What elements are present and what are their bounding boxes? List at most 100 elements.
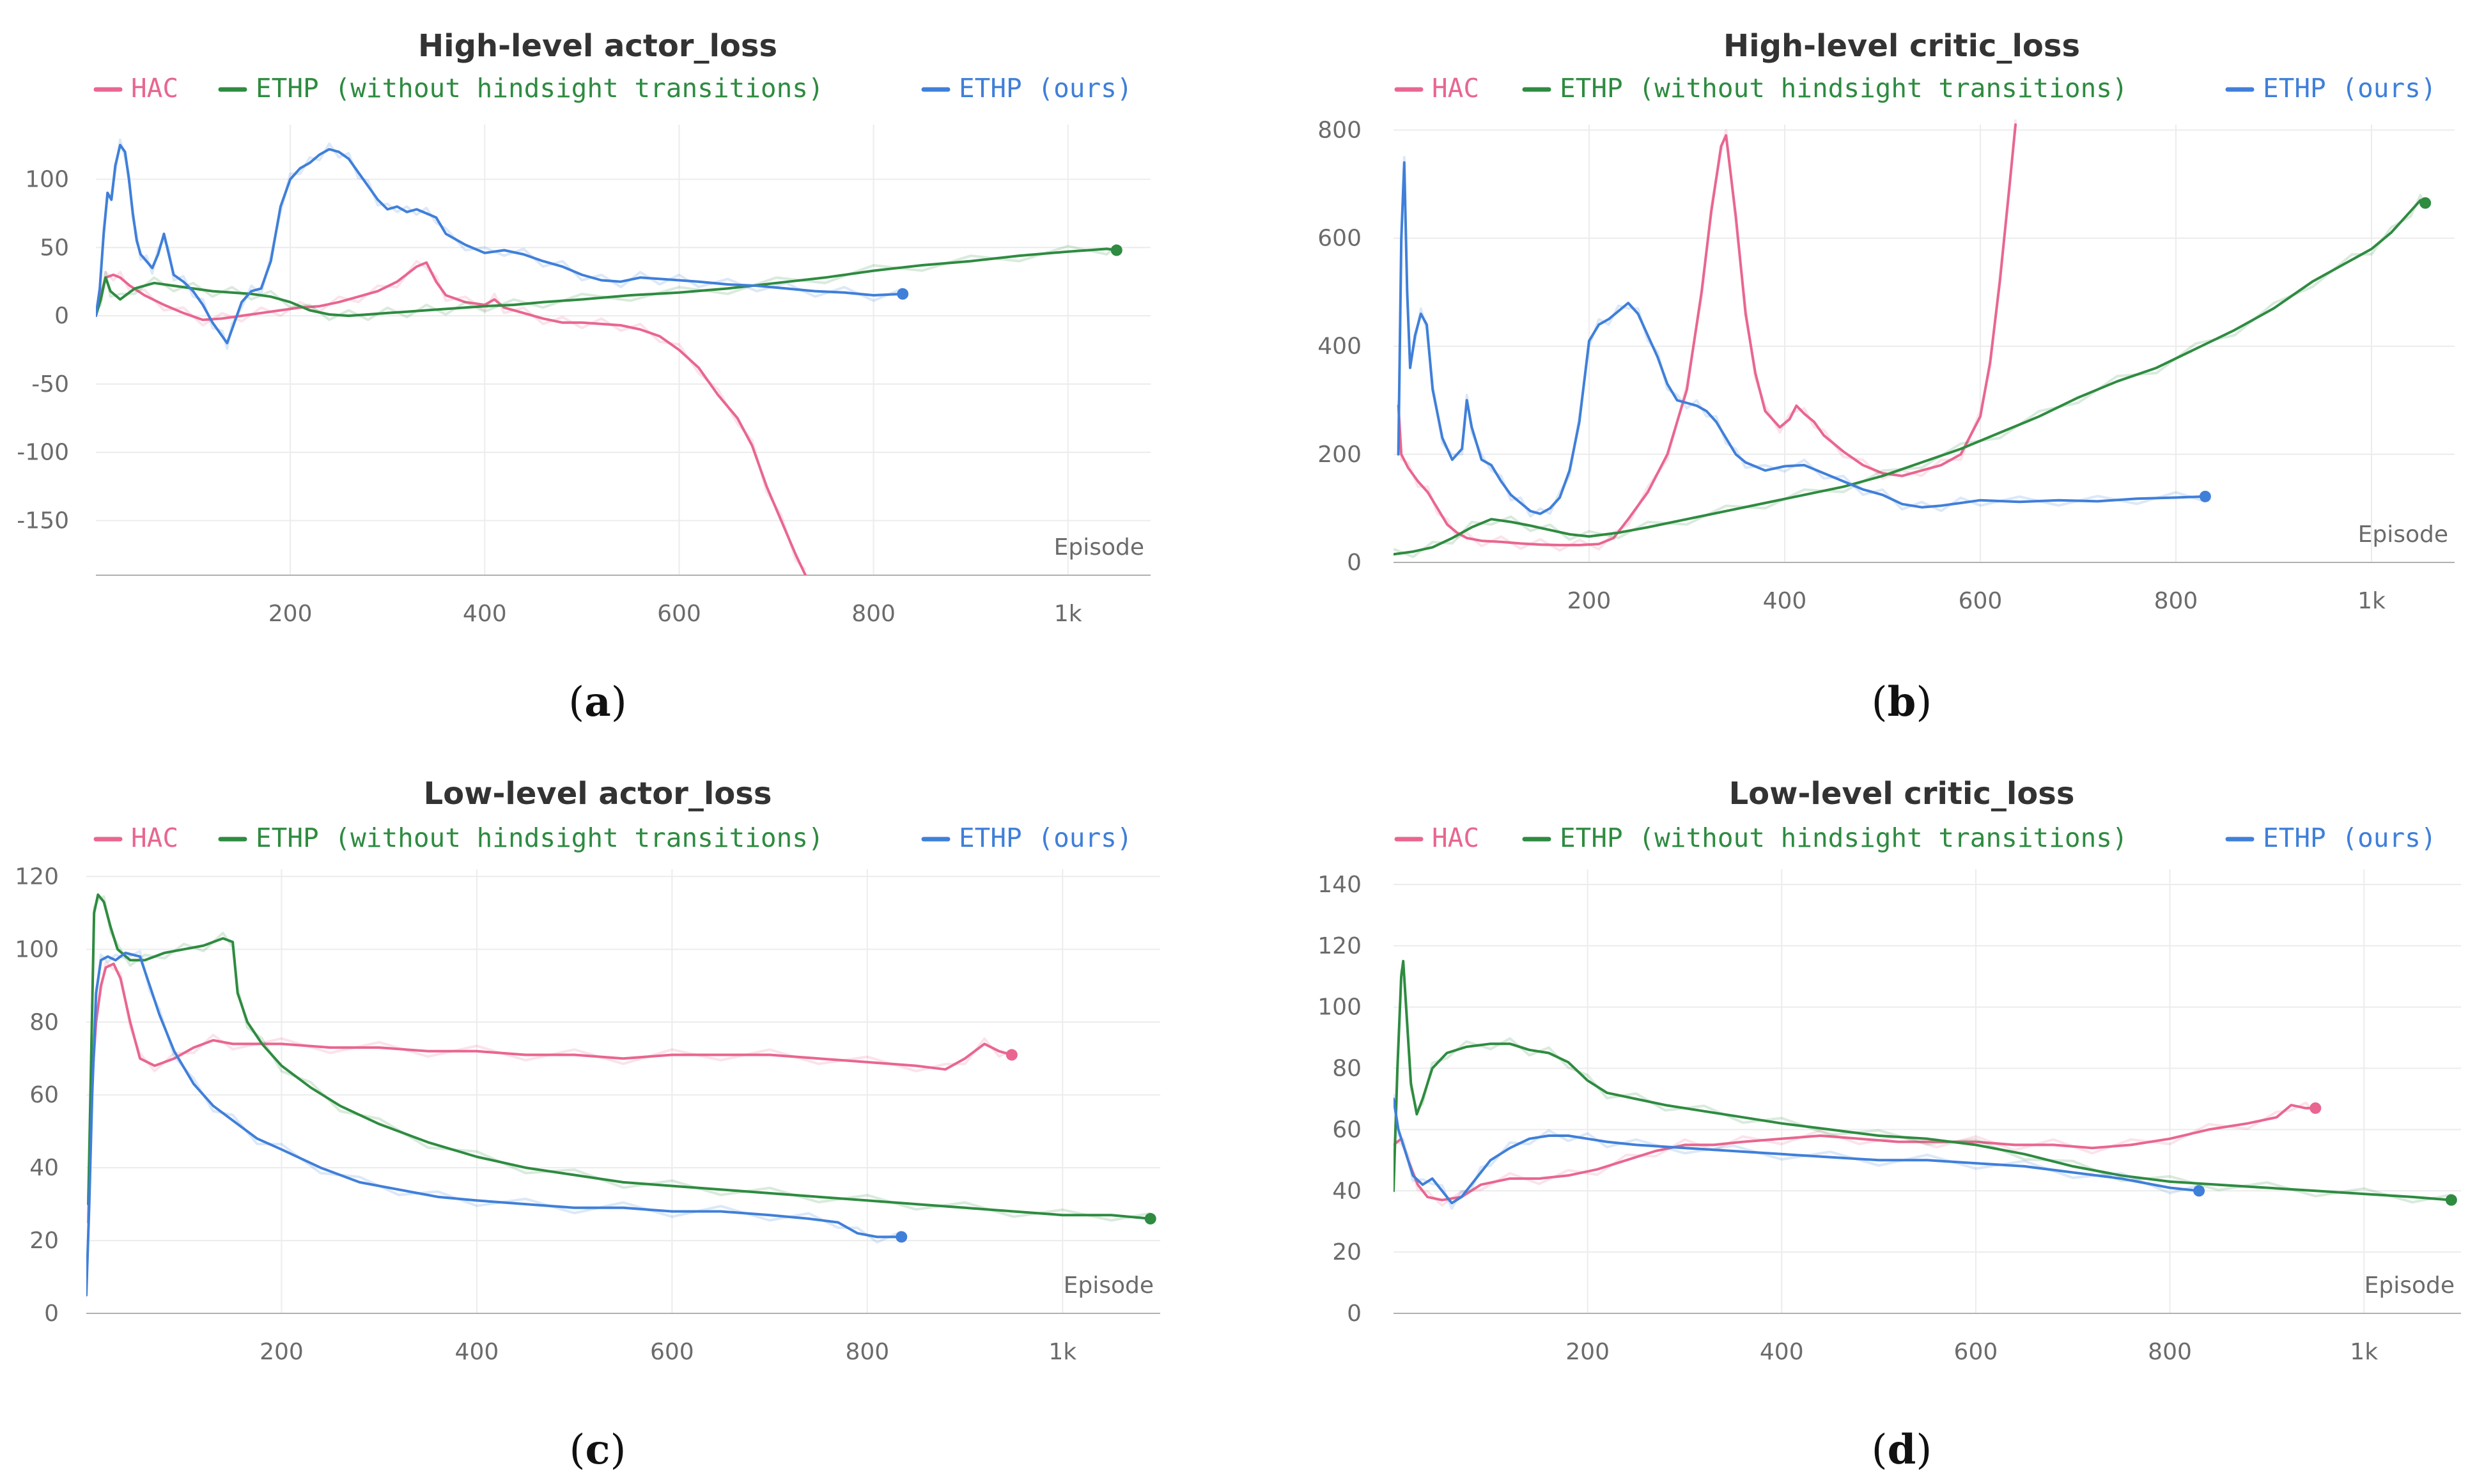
chart-panel-d: Low-level critic_loss HAC ETHP (without hi… bbox=[1317, 776, 2461, 1474]
y-tick-label: 20 bbox=[1332, 1239, 1362, 1265]
chart-title: High-level actor_loss bbox=[418, 28, 777, 64]
y-tick-label: 40 bbox=[29, 1155, 59, 1181]
x-tick-label: 200 bbox=[1567, 588, 1611, 614]
y-tick-label: 200 bbox=[1317, 442, 1362, 468]
chart-title: High-level critic_loss bbox=[1723, 28, 2080, 64]
y-tick-label: 140 bbox=[1317, 872, 1362, 898]
series-end-marker bbox=[1006, 1049, 1018, 1061]
legend-entry: ETHP (ours) bbox=[959, 823, 1133, 853]
legend-entry: HAC bbox=[1432, 73, 1479, 104]
series-end-marker bbox=[896, 1231, 908, 1243]
x-tick-label: 800 bbox=[2148, 1339, 2192, 1365]
x-tick-label: 200 bbox=[260, 1339, 304, 1365]
x-axis-label: Episode bbox=[1064, 1272, 1154, 1299]
chart-panel-c: Low-level actor_loss HAC ETHP (without hin… bbox=[15, 776, 1160, 1474]
series-group bbox=[96, 259, 807, 575]
legend-entry: ETHP (without hindsight transitions) bbox=[1560, 73, 2128, 104]
series-end-marker bbox=[1144, 1212, 1156, 1225]
series-group bbox=[1397, 156, 2207, 518]
y-tick-label: 400 bbox=[1317, 334, 1362, 360]
legend-entry: ETHP (ours) bbox=[2263, 823, 2437, 853]
legend-entry: HAC bbox=[131, 823, 178, 853]
y-tick-label: 80 bbox=[1332, 1056, 1362, 1082]
chart-panel-a: High-level actor_loss HAC ETHP (without hi… bbox=[17, 28, 1151, 726]
legend-entry: ETHP (without hindsight transitions) bbox=[256, 73, 824, 104]
series-line bbox=[1394, 1104, 2317, 1202]
series-group bbox=[86, 950, 903, 1297]
x-tick-label: 1k bbox=[2350, 1339, 2378, 1365]
legend-entry: ETHP (without hindsight transitions) bbox=[256, 823, 824, 853]
series-raw-band bbox=[96, 138, 903, 350]
series-line bbox=[86, 952, 903, 1297]
series-line bbox=[1394, 199, 2427, 556]
series-group bbox=[87, 893, 1152, 1222]
chart-panel-b: High-level critic_loss HAC ETHP (without h… bbox=[1317, 28, 2455, 726]
series-group bbox=[1394, 959, 2453, 1204]
series-line bbox=[96, 261, 807, 575]
series-group bbox=[96, 243, 1118, 321]
series-group bbox=[87, 961, 1013, 1224]
x-tick-label: 200 bbox=[1565, 1339, 1610, 1365]
legend-entry: ETHP (ours) bbox=[959, 73, 1133, 104]
x-axis-label: Episode bbox=[1054, 534, 1144, 560]
y-tick-label: 600 bbox=[1317, 226, 1362, 252]
series-line bbox=[1394, 959, 2453, 1202]
y-tick-label: 120 bbox=[1317, 933, 1362, 959]
panel-caption: (a) bbox=[568, 678, 626, 726]
y-tick-label: 0 bbox=[54, 303, 69, 329]
y-tick-label: 50 bbox=[40, 235, 69, 261]
y-tick-label: 40 bbox=[1332, 1178, 1362, 1204]
series-line bbox=[87, 962, 1013, 1224]
x-tick-label: 600 bbox=[1959, 588, 2003, 614]
series-raw-band bbox=[87, 895, 1151, 1222]
x-tick-label: 200 bbox=[268, 601, 313, 627]
y-tick-label: 100 bbox=[25, 166, 69, 192]
x-tick-label: 1k bbox=[1054, 601, 1082, 627]
legend-entry: HAC bbox=[131, 73, 178, 104]
y-tick-label: 0 bbox=[1347, 550, 1362, 576]
y-tick-label: -100 bbox=[17, 440, 69, 466]
series-end-marker bbox=[2419, 197, 2432, 209]
y-tick-label: 60 bbox=[1332, 1117, 1362, 1143]
series-end-marker bbox=[2193, 1185, 2205, 1197]
panel-caption: (b) bbox=[1872, 678, 1932, 726]
x-tick-label: 600 bbox=[1954, 1339, 1998, 1365]
series-end-marker bbox=[897, 288, 909, 300]
x-tick-label: 400 bbox=[463, 601, 507, 627]
x-tick-label: 400 bbox=[455, 1339, 499, 1365]
y-tick-label: 20 bbox=[29, 1228, 59, 1254]
series-group bbox=[96, 138, 905, 350]
y-tick-label: 60 bbox=[29, 1082, 59, 1108]
x-tick-label: 800 bbox=[845, 1339, 889, 1365]
panel-caption: (c) bbox=[570, 1426, 626, 1474]
chart-title: Low-level actor_loss bbox=[424, 776, 772, 812]
y-tick-label: 0 bbox=[1347, 1301, 1362, 1327]
y-tick-label: -50 bbox=[31, 371, 69, 398]
series-line bbox=[1397, 161, 2207, 515]
x-tick-label: 800 bbox=[2154, 588, 2198, 614]
series-end-marker bbox=[2310, 1102, 2322, 1114]
x-tick-label: 1k bbox=[1048, 1339, 1076, 1365]
legend-entry: ETHP (ours) bbox=[2263, 73, 2437, 104]
chart-title: Low-level critic_loss bbox=[1729, 776, 2075, 812]
x-tick-label: 600 bbox=[657, 601, 701, 627]
y-tick-label: 0 bbox=[44, 1301, 59, 1327]
x-axis-label: Episode bbox=[2358, 522, 2448, 548]
x-tick-label: 400 bbox=[1760, 1339, 1804, 1365]
series-line bbox=[96, 247, 1118, 318]
series-line bbox=[1394, 1097, 2201, 1205]
y-tick-label: 120 bbox=[15, 863, 59, 890]
y-tick-label: -150 bbox=[17, 508, 69, 534]
series-line bbox=[87, 893, 1152, 1220]
series-raw-band bbox=[96, 243, 1118, 321]
series-raw-band bbox=[1394, 1093, 2200, 1210]
series-line bbox=[96, 144, 905, 344]
y-tick-label: 80 bbox=[29, 1009, 59, 1035]
series-end-marker bbox=[2445, 1194, 2457, 1206]
series-group bbox=[1394, 194, 2427, 559]
y-tick-label: 100 bbox=[1317, 994, 1362, 1021]
series-end-marker bbox=[2199, 490, 2211, 502]
y-tick-label: 100 bbox=[15, 936, 59, 962]
